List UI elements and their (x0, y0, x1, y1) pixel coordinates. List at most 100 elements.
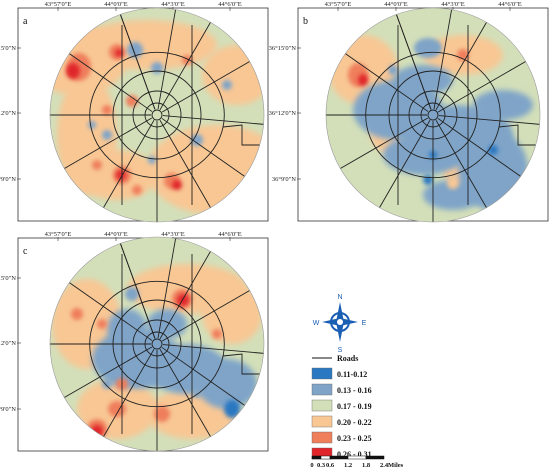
study-area-boundary (49, 236, 265, 452)
radial-road (438, 115, 540, 126)
value-patch (191, 134, 203, 146)
value-patch (107, 309, 147, 349)
scale-tick-label: 0 (310, 462, 313, 469)
map-panel-b: 43°57'0"E 44°0'0"E 44°3'0"E 44°6'0"E 36°15'0… (269, 1, 549, 223)
value-patch (132, 185, 142, 195)
centre-ring (151, 338, 163, 350)
panel-label: a (23, 16, 28, 27)
east-highway (222, 353, 264, 375)
legend-class-label: 0.23 - 0.25 (337, 434, 372, 443)
radial-road (162, 344, 264, 355)
radial-road (118, 9, 156, 110)
radial-road (159, 246, 214, 340)
value-patch (447, 177, 459, 189)
radial-road (161, 347, 250, 409)
value-patch (71, 308, 83, 320)
x-tick-label: 44°0'0"E (104, 231, 127, 238)
x-tick-label: 44°3'0"E (161, 1, 184, 8)
legend-class-label: 0.20 - 0.22 (337, 418, 372, 427)
legend-swatch (311, 383, 333, 396)
north-label: N (337, 294, 342, 301)
scale-tick-label: 1.8 (362, 462, 371, 469)
value-patch (108, 401, 126, 417)
radial-road (376, 119, 431, 213)
radial-road (159, 17, 214, 111)
x-tick-label: 44°0'0"E (384, 1, 407, 8)
scale-segment (329, 455, 349, 460)
radial-road (159, 119, 214, 213)
radial-road (157, 237, 177, 339)
value-patch (222, 80, 232, 90)
study-area (50, 237, 264, 451)
y-tick-label: 36°12'0"N (269, 110, 297, 117)
radial-road (159, 348, 214, 442)
value-patch (212, 329, 222, 339)
panel-label: b (303, 16, 308, 27)
radial-road (100, 119, 155, 213)
radial-road (161, 287, 255, 342)
y-tick-label: 36°15'0"N (0, 45, 16, 52)
value-patch (151, 62, 163, 74)
value-patch (147, 309, 187, 339)
value-patch (423, 175, 433, 185)
value-patch (473, 90, 533, 120)
legend-swatch (311, 415, 333, 428)
x-tick-label: 44°3'0"E (161, 231, 184, 238)
centre-ring (151, 109, 163, 121)
radial-road (161, 58, 255, 113)
radial-road (394, 9, 432, 110)
value-patch (154, 406, 170, 422)
map-panel-a: 43°57'0"E 44°0'0"E 44°3'0"E 44°6'0"E 36°15'0… (0, 1, 269, 223)
study-area-boundary (49, 7, 265, 223)
value-patch (383, 135, 463, 175)
legend-class-label: 0.26 - 0.31 (337, 450, 372, 459)
scale-tick-label: 0.3 (317, 462, 326, 469)
compass-centre (337, 319, 343, 325)
value-patch (172, 180, 182, 190)
south-label: S (338, 347, 343, 354)
radial-road (437, 118, 526, 180)
x-tick-label: 43°57'0"E (45, 1, 72, 8)
y-tick-label: 36°15'0"N (0, 275, 16, 282)
scale-tick-label: 0.6 (326, 462, 335, 469)
legend-swatch (311, 399, 333, 412)
value-patch (177, 294, 189, 306)
map-panel-c: 43°57'0"E 44°0'0"E 44°3'0"E 44°6'0"E 36°15'0… (0, 231, 269, 452)
value-patch (88, 121, 96, 129)
scale-bar: 0 0.3 0.6 1.2 1.8 2.4 Miles (310, 455, 404, 469)
value-patch (97, 319, 107, 329)
centre-ring (427, 109, 439, 121)
y-tick-label: 36°12'0"N (0, 340, 16, 347)
radial-road (59, 346, 153, 401)
scale-segment (347, 455, 367, 460)
scale-segment (311, 455, 322, 460)
value-patch (102, 105, 112, 115)
radial-road (100, 348, 155, 442)
legend-class-label: 0.11-0.12 (337, 370, 367, 379)
radial-road (64, 279, 153, 341)
roads-legend-label: Roads (337, 354, 358, 363)
value-patch (414, 38, 442, 58)
y-tick-label: 36°9'0"N (272, 176, 296, 183)
radial-road (59, 117, 153, 172)
value-patch (393, 65, 453, 95)
legend-swatch (311, 431, 333, 444)
radial-road (64, 50, 153, 112)
value-patch (92, 160, 102, 170)
legend-class-label: 0.17 - 0.19 (337, 402, 372, 411)
west-label: W (313, 320, 320, 327)
x-tick-label: 43°57'0"E (325, 1, 352, 8)
value-patch (358, 74, 368, 86)
x-tick-label: 44°6'0"E (218, 1, 241, 8)
y-tick-label: 36°9'0"N (0, 406, 16, 413)
east-highway (222, 124, 264, 146)
radial-road (435, 17, 490, 111)
east-highway (498, 124, 540, 146)
east-label: E (362, 320, 367, 327)
scale-unit-label: Miles (388, 462, 404, 469)
radial-road (161, 118, 250, 180)
scale-segment (365, 455, 385, 460)
x-tick-label: 44°6'0"E (498, 1, 521, 8)
value-patch (125, 287, 139, 301)
